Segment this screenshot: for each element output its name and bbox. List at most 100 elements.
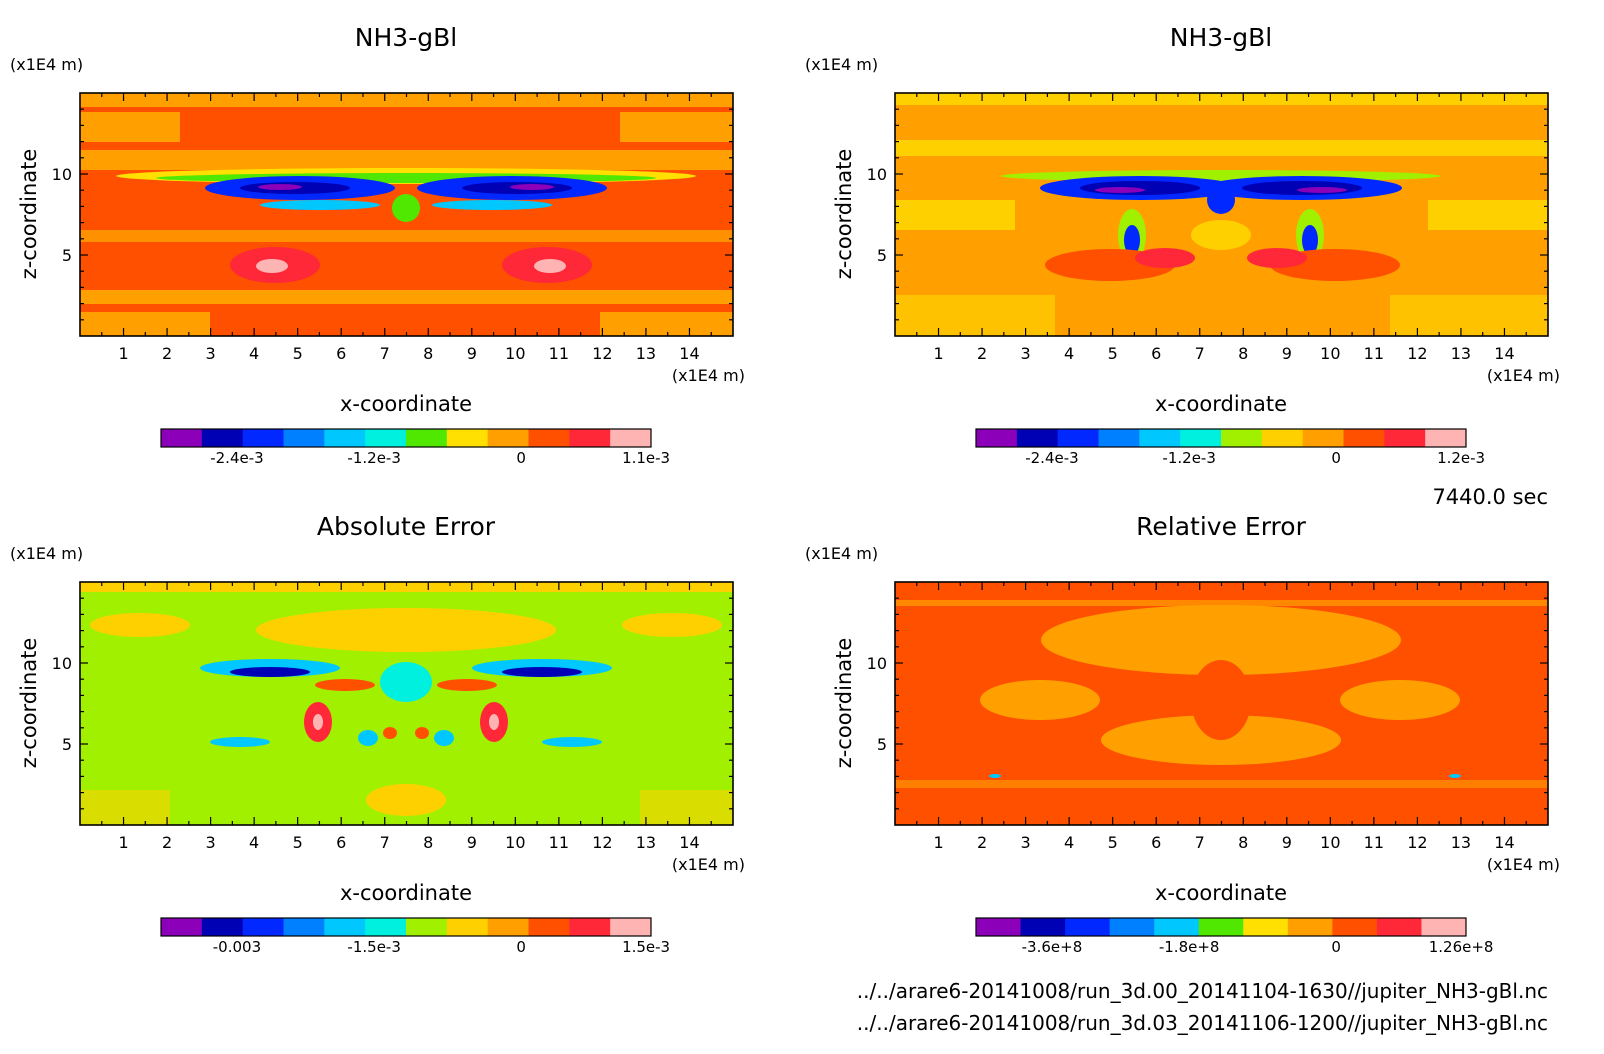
field-contour (510, 184, 554, 190)
panel-title: NH3-gBl (355, 23, 457, 52)
x-unit-label: (x1E4 m) (672, 855, 745, 874)
heatmap-field (895, 582, 1548, 825)
colorbar-tick-label: 0 (1331, 938, 1341, 956)
colorbar-swatch (1180, 429, 1222, 447)
colorbar-swatch (1243, 918, 1289, 936)
x-tick-label: 5 (293, 344, 303, 363)
heatmap-field (80, 93, 733, 336)
x-tick-label: 4 (1064, 344, 1074, 363)
x-tick-label: 7 (1195, 344, 1205, 363)
x-tick-label: 12 (1407, 833, 1427, 852)
colorbar-swatch (1098, 429, 1140, 447)
field-contour (1247, 248, 1307, 268)
y-tick-label: 10 (867, 165, 887, 184)
field-contour (380, 662, 432, 702)
colorbar-swatch (569, 429, 611, 447)
x-tick-label: 3 (1021, 344, 1031, 363)
x-tick-label: 3 (206, 344, 216, 363)
x-tick-label: 11 (1364, 833, 1384, 852)
x-tick-label: 6 (336, 344, 346, 363)
colorbar-swatch (976, 918, 1022, 936)
field-contour (315, 679, 375, 691)
x-tick-label: 12 (592, 833, 612, 852)
colorbar-swatch (446, 429, 489, 447)
field-contour (489, 714, 499, 730)
colorbar-tick-label: -3.6e+8 (1022, 938, 1083, 956)
y-tick-label: 5 (877, 246, 887, 265)
colorbar-swatch (161, 918, 203, 936)
x-unit-label: (x1E4 m) (672, 366, 745, 385)
colorbar-frame (975, 917, 1467, 937)
colorbar-swatch (324, 429, 366, 447)
x-tick-label: 14 (679, 344, 699, 363)
field-contour (383, 727, 397, 739)
field-contour (1207, 186, 1235, 214)
field-band (80, 230, 733, 242)
x-tick-label: 14 (679, 833, 699, 852)
field-contour (415, 727, 429, 739)
y-unit-label: (x1E4 m) (10, 544, 83, 563)
colorbar-swatch (283, 918, 325, 936)
colorbar-tick-label: -0.003 (213, 938, 261, 956)
y-tick-label: 5 (62, 735, 72, 754)
field-contour (258, 184, 302, 190)
x-tick-label: 13 (636, 344, 656, 363)
x-tick-label: 7 (380, 833, 390, 852)
x-tick-label: 9 (1282, 344, 1292, 363)
time-label: 7440.0 sec (1432, 485, 1548, 509)
colorbar-tick-label: -2.4e-3 (210, 449, 263, 467)
field-contour (1080, 181, 1200, 195)
field-contour (432, 200, 552, 210)
field-contour (313, 714, 323, 730)
colorbar-swatch (1057, 429, 1099, 447)
x-tick-label: 13 (1451, 833, 1471, 852)
x-tick-label: 14 (1494, 344, 1514, 363)
x-tick-label: 4 (249, 344, 259, 363)
colorbar-tick-label: -1.2e-3 (347, 449, 400, 467)
colorbar-swatch (1016, 429, 1059, 447)
colorbar-swatch (610, 429, 652, 447)
colorbar-tick-label: 1.5e-3 (622, 938, 670, 956)
field-contour (1340, 680, 1460, 720)
x-tick-label: 1 (933, 344, 943, 363)
panel-top-left: NH3-gBl (x1E4 m) (10, 23, 745, 467)
x-tick-label: 10 (505, 833, 525, 852)
x-unit-label: (x1E4 m) (1487, 366, 1560, 385)
colorbar-swatch (569, 918, 611, 936)
x-tick-label: 8 (1238, 344, 1248, 363)
x-tick-label: 13 (636, 833, 656, 852)
colorbar-frame (160, 917, 652, 937)
colorbar-tick-label: 0 (516, 449, 526, 467)
colorbar-swatch (1020, 918, 1066, 936)
x-tick-label: 7 (380, 344, 390, 363)
field-contour (1191, 220, 1251, 250)
field-contour (622, 613, 722, 637)
x-tick-label: 8 (423, 833, 433, 852)
field-patch (80, 790, 170, 825)
x-tick-label: 10 (1320, 833, 1340, 852)
colorbar-swatch (446, 918, 489, 936)
field-contour (434, 730, 454, 746)
x-axis-label: x-coordinate (1155, 881, 1287, 905)
field-contour (256, 608, 556, 652)
x-tick-label: 2 (162, 344, 172, 363)
field-band (895, 140, 1548, 156)
field-contour (1191, 660, 1251, 740)
colorbar-swatch (365, 918, 407, 936)
x-tick-label: 9 (467, 344, 477, 363)
field-contour (1135, 248, 1195, 268)
x-tick-label: 9 (1282, 833, 1292, 852)
colorbar-swatch (1425, 429, 1467, 447)
panel-top-right: NH3-gBl (x1E4 m) (805, 23, 1560, 467)
colorbar-swatch (1261, 429, 1304, 447)
colorbar-swatch (365, 429, 407, 447)
colorbar-swatch (528, 918, 570, 936)
colorbar-swatch (1154, 918, 1200, 936)
x-tick-label: 11 (549, 344, 569, 363)
x-tick-label: 2 (162, 833, 172, 852)
field-contour (1302, 225, 1318, 255)
colorbar-swatch (528, 429, 570, 447)
heatmap-field (895, 93, 1548, 336)
field-contour (230, 667, 310, 677)
